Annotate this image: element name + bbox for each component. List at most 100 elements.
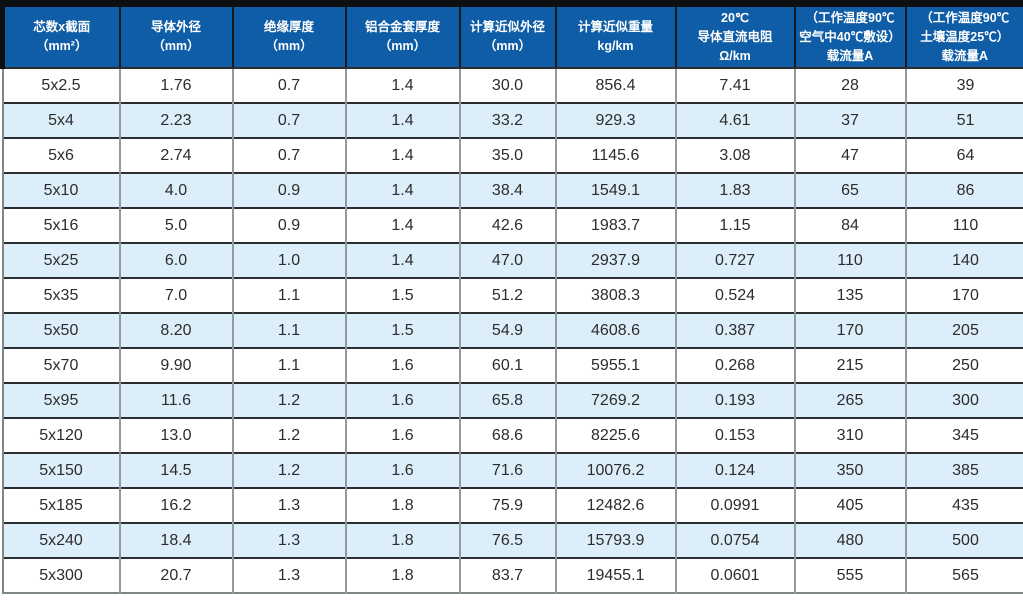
spec-size-cell: 5x10 [1, 172, 120, 209]
value-cell: 9.90 [118, 347, 233, 384]
spec-size-cell: 5x16 [1, 207, 120, 244]
header-row: 芯数x截面 （mm²） 导体外径 （mm） 绝缘厚度 （mm） 铝合金套厚度 （mm）… [0, 3, 1023, 70]
value-cell: 170 [904, 277, 1023, 314]
value-cell: 350 [793, 452, 906, 489]
spec-size-cell: 5x4 [1, 102, 120, 139]
value-cell: 500 [904, 522, 1023, 559]
value-cell: 47.0 [458, 242, 556, 279]
value-cell: 250 [904, 347, 1023, 384]
value-cell: 435 [904, 487, 1023, 524]
column-header: （工作温度90℃ 土壤温度25℃） 载流量A [904, 3, 1023, 70]
value-cell: 1.5 [344, 312, 460, 349]
value-cell: 0.7 [231, 67, 346, 104]
value-cell: 110 [793, 242, 906, 279]
value-cell: 1.2 [231, 417, 346, 454]
spec-size-cell: 5x50 [1, 312, 120, 349]
value-cell: 38.4 [458, 172, 556, 209]
table-row: 5x120 13.0 1.2 1.6 68.6 8225.6 0.153 310 345 [1, 417, 1023, 454]
value-cell: 51 [904, 102, 1023, 139]
table-row: 5x10 4.0 0.9 1.4 38.4 1549.1 1.83 65 86 [1, 172, 1023, 209]
table-row: 5x6 2.74 0.7 1.4 35.0 1145.6 3.08 47 64 [1, 137, 1023, 174]
value-cell: 37 [793, 102, 906, 139]
value-cell: 1.5 [344, 277, 460, 314]
value-cell: 1.1 [231, 347, 346, 384]
value-cell: 4608.6 [554, 312, 676, 349]
value-cell: 75.9 [458, 487, 556, 524]
value-cell: 83.7 [458, 557, 556, 594]
spec-size-cell: 5x120 [1, 417, 120, 454]
value-cell: 71.6 [458, 452, 556, 489]
value-cell: 0.0754 [674, 522, 795, 559]
value-cell: 1.4 [344, 172, 460, 209]
table-row: 5x95 11.6 1.2 1.6 65.8 7269.2 0.193 265 300 [1, 382, 1023, 419]
value-cell: 2.74 [118, 137, 233, 174]
table-row: 5x16 5.0 0.9 1.4 42.6 1983.7 1.15 84 110 [1, 207, 1023, 244]
value-cell: 0.9 [231, 172, 346, 209]
value-cell: 1549.1 [554, 172, 676, 209]
spec-size-cell: 5x95 [1, 382, 120, 419]
value-cell: 8.20 [118, 312, 233, 349]
value-cell: 0.268 [674, 347, 795, 384]
table-row: 5x50 8.20 1.1 1.5 54.9 4608.6 0.387 170 205 [1, 312, 1023, 349]
value-cell: 1.3 [231, 557, 346, 594]
table-header: 芯数x截面 （mm²） 导体外径 （mm） 绝缘厚度 （mm） 铝合金套厚度 （mm）… [0, 3, 1023, 70]
value-cell: 1.3 [231, 522, 346, 559]
value-cell: 8225.6 [554, 417, 676, 454]
value-cell: 135 [793, 277, 906, 314]
table-row: 5x4 2.23 0.7 1.4 33.2 929.3 4.61 37 51 [1, 102, 1023, 139]
spec-size-cell: 5x6 [1, 137, 120, 174]
value-cell: 7.41 [674, 67, 795, 104]
value-cell: 60.1 [458, 347, 556, 384]
table-row: 5x35 7.0 1.1 1.5 51.2 3808.3 0.524 135 170 [1, 277, 1023, 314]
value-cell: 929.3 [554, 102, 676, 139]
value-cell: 1.4 [344, 207, 460, 244]
value-cell: 14.5 [118, 452, 233, 489]
value-cell: 205 [904, 312, 1023, 349]
table-row: 5x240 18.4 1.3 1.8 76.5 15793.9 0.0754 480 500 [1, 522, 1023, 559]
table-row: 5x300 20.7 1.3 1.8 83.7 19455.1 0.0601 555 565 [1, 557, 1023, 594]
value-cell: 1.6 [344, 347, 460, 384]
value-cell: 1.15 [674, 207, 795, 244]
value-cell: 47 [793, 137, 906, 174]
value-cell: 565 [904, 557, 1023, 594]
spec-size-cell: 5x150 [1, 452, 120, 489]
column-header: 绝缘厚度 （mm） [231, 3, 346, 70]
value-cell: 0.727 [674, 242, 795, 279]
value-cell: 18.4 [118, 522, 233, 559]
value-cell: 0.9 [231, 207, 346, 244]
value-cell: 1.8 [344, 557, 460, 594]
value-cell: 1.6 [344, 417, 460, 454]
value-cell: 84 [793, 207, 906, 244]
value-cell: 140 [904, 242, 1023, 279]
value-cell: 0.524 [674, 277, 795, 314]
value-cell: 0.193 [674, 382, 795, 419]
spec-size-cell: 5x70 [1, 347, 120, 384]
value-cell: 1.76 [118, 67, 233, 104]
value-cell: 1.2 [231, 382, 346, 419]
value-cell: 65 [793, 172, 906, 209]
value-cell: 3808.3 [554, 277, 676, 314]
value-cell: 76.5 [458, 522, 556, 559]
value-cell: 13.0 [118, 417, 233, 454]
value-cell: 1.1 [231, 312, 346, 349]
value-cell: 1.6 [344, 452, 460, 489]
value-cell: 54.9 [458, 312, 556, 349]
value-cell: 7269.2 [554, 382, 676, 419]
value-cell: 310 [793, 417, 906, 454]
column-header: 芯数x截面 （mm²） [0, 3, 120, 70]
value-cell: 64 [904, 137, 1023, 174]
table-row: 5x185 16.2 1.3 1.8 75.9 12482.6 0.0991 405 435 [1, 487, 1023, 524]
value-cell: 0.387 [674, 312, 795, 349]
value-cell: 385 [904, 452, 1023, 489]
value-cell: 0.0601 [674, 557, 795, 594]
value-cell: 1.83 [674, 172, 795, 209]
value-cell: 12482.6 [554, 487, 676, 524]
value-cell: 110 [904, 207, 1023, 244]
value-cell: 170 [793, 312, 906, 349]
column-header: 导体外径 （mm） [118, 3, 233, 70]
value-cell: 1145.6 [554, 137, 676, 174]
table-row: 5x2.5 1.76 0.7 1.4 30.0 856.4 7.41 28 39 [1, 67, 1023, 104]
value-cell: 4.61 [674, 102, 795, 139]
value-cell: 3.08 [674, 137, 795, 174]
